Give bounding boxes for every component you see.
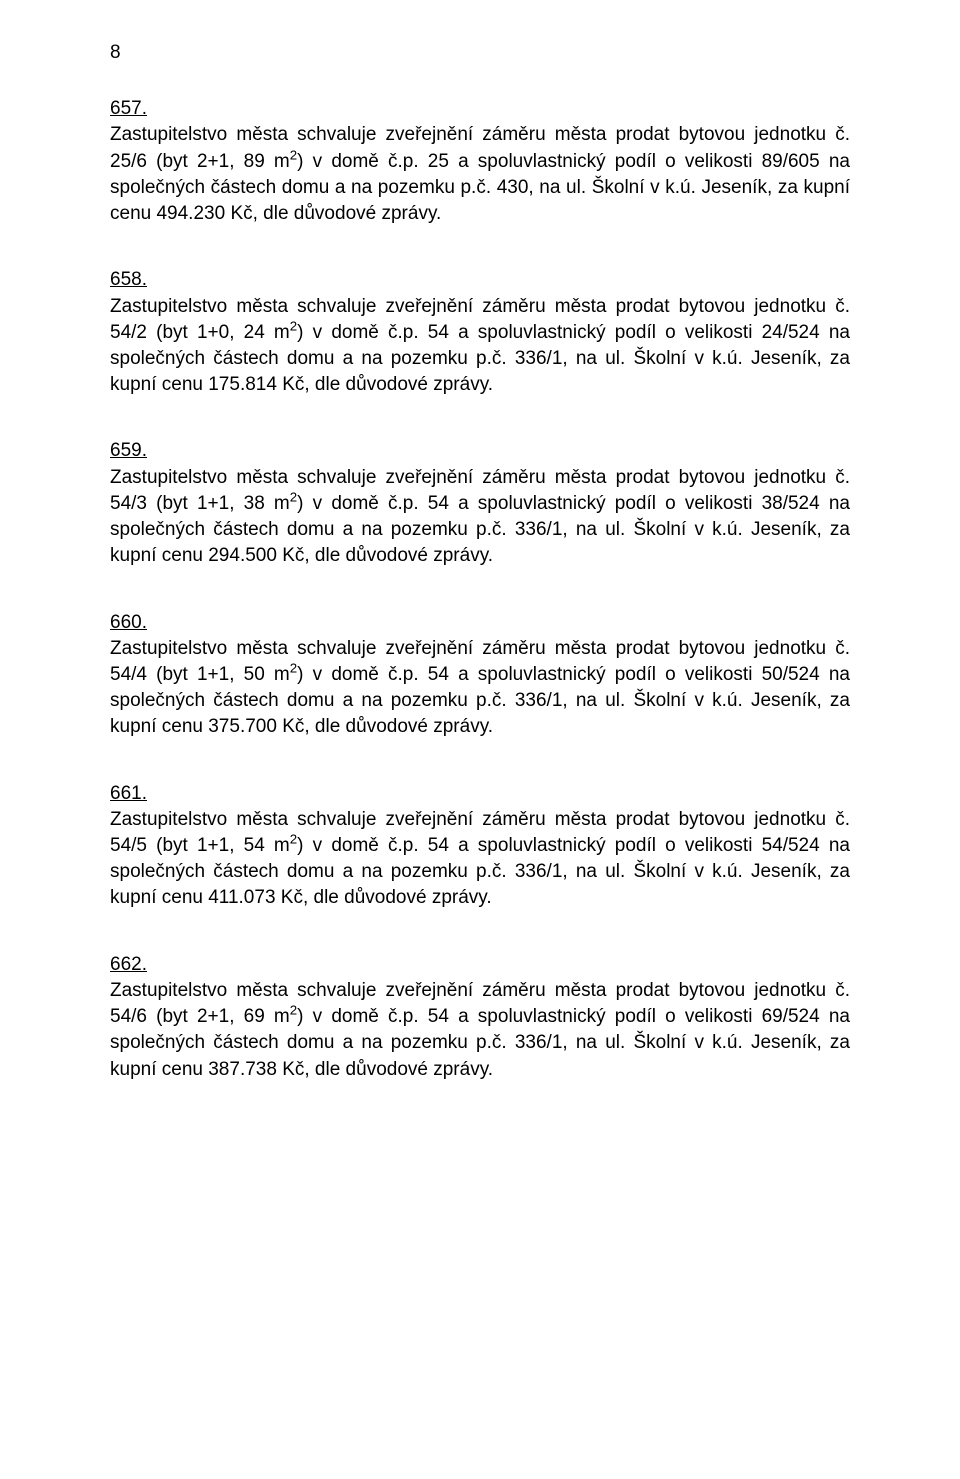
page-number: 8 [110,40,850,66]
resolution-lead: Zastupitelstvo města schvaluje zveřejněn… [110,809,754,830]
resolution-text: Zastupitelstvo města schvaluje zveřejněn… [110,467,850,567]
resolution-block: 658. Zastupitelstvo města schvaluje zveře… [110,267,850,398]
resolutions-container: 657.Zastupitelstvo města schvaluje zveře… [110,96,850,1083]
resolution-block: 659. Zastupitelstvo města schvaluje zveře… [110,438,850,569]
resolution-block: 657.Zastupitelstvo města schvaluje zveře… [110,96,850,227]
resolution-lead: Zastupitelstvo města schvaluje zveřejněn… [110,638,754,659]
resolution-number: 659. [110,438,850,464]
resolution-lead: Zastupitelstvo města schvaluje zveřejněn… [110,296,754,317]
resolution-text: Zastupitelstvo města schvaluje zveřejněn… [110,980,850,1080]
resolution-number: 658. [110,267,850,293]
resolution-text: Zastupitelstvo města schvaluje zveřejněn… [110,124,850,224]
resolution-number: 657. [110,96,850,122]
resolution-number: 662. [110,952,850,978]
resolution-block: 661.Zastupitelstvo města schvaluje zveře… [110,781,850,912]
resolution-block: 660.Zastupitelstvo města schvaluje zveře… [110,610,850,741]
resolution-number: 660. [110,610,850,636]
resolution-lead: Zastupitelstvo města schvaluje zveřejněn… [110,467,754,488]
resolution-block: 662.Zastupitelstvo města schvaluje zveře… [110,952,850,1083]
resolution-lead: Zastupitelstvo města schvaluje zveřejněn… [110,980,754,1001]
resolution-number: 661. [110,781,850,807]
resolution-text: Zastupitelstvo města schvaluje zveřejněn… [110,638,850,738]
resolution-lead: Zastupitelstvo města schvaluje zveřejněn… [110,124,754,145]
resolution-text: Zastupitelstvo města schvaluje zveřejněn… [110,809,850,909]
resolution-text: Zastupitelstvo města schvaluje zveřejněn… [110,296,850,396]
